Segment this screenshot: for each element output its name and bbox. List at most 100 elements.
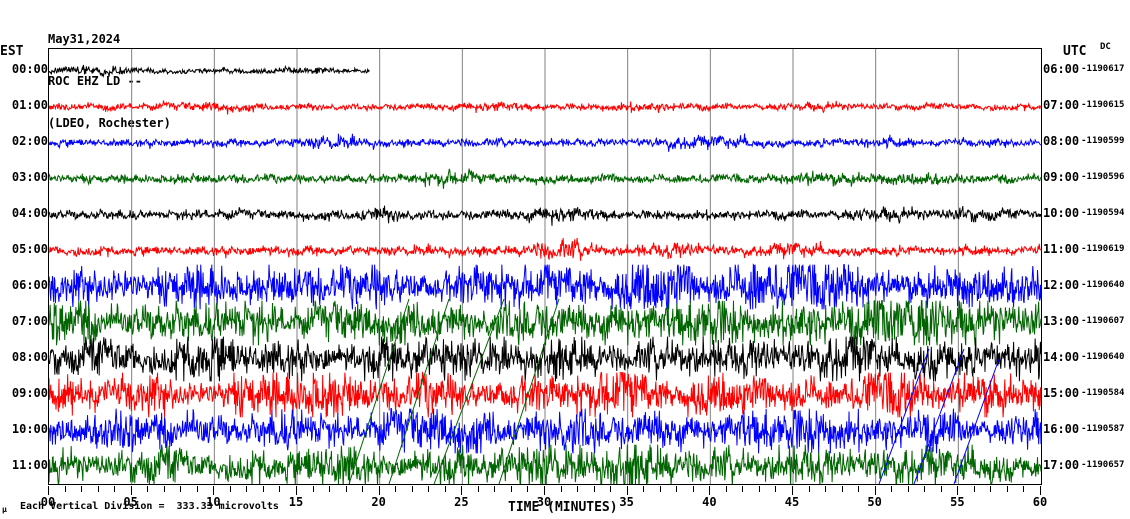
utc-time-label: 15:00 -1190584 — [1043, 386, 1125, 400]
utc-time-label: 10:00 -1190594 — [1043, 206, 1125, 220]
x-axis-tick — [345, 486, 347, 492]
dc-offset-value: -1190657 — [1081, 460, 1125, 470]
dc-offset-value: -1190619 — [1081, 244, 1125, 254]
x-axis-tick — [180, 486, 182, 492]
x-axis-tick — [973, 486, 975, 492]
dc-offset-value: -1190640 — [1081, 352, 1125, 362]
clipping-artifact-line — [498, 298, 560, 484]
x-axis-tick — [544, 486, 545, 495]
seismic-trace — [49, 99, 1041, 115]
seismogram-traces — [49, 49, 1041, 484]
left-time-axis: 00:00 01:00 02:00 03:00 04:00 05:00 06:00 07:00… — [0, 48, 48, 485]
x-axis-tick — [792, 486, 793, 495]
x-axis-tick — [329, 486, 331, 492]
x-axis-tick — [213, 486, 215, 495]
x-axis-tick-label: 50 — [867, 495, 882, 509]
x-axis-tick — [924, 486, 926, 492]
header-location: (LDEO, Rochester) — [48, 116, 171, 130]
seismic-trace — [49, 237, 1041, 261]
clipping-artifact-line — [433, 298, 505, 484]
est-time-label: 04:00 — [11, 206, 48, 220]
x-axis-tick-label: 35 — [619, 495, 634, 509]
est-time-label: 03:00 — [11, 170, 48, 184]
x-axis-tick — [461, 486, 463, 495]
x-axis-tick — [841, 486, 843, 492]
clipping-artifact-line — [878, 348, 930, 484]
utc-time-label: 14:00 -1190640 — [1043, 350, 1125, 364]
x-axis-tick-label: 00 — [40, 495, 56, 509]
seismic-trace — [49, 263, 1041, 310]
micro-symbol: µ — [2, 505, 7, 514]
x-axis-tick — [378, 486, 380, 495]
utc-time-label: 08:00 -1190599 — [1043, 134, 1125, 148]
right-time-axis: 06:00 -1190617 07:00 -1190615 08:00 -1190599 0… — [1043, 48, 1130, 485]
utc-time-label: 17:00 -1190657 — [1043, 458, 1125, 472]
x-axis-tick — [494, 486, 496, 492]
est-time-label: 00:00 — [11, 62, 48, 76]
x-axis-tick — [940, 486, 942, 492]
x-axis-tick — [444, 486, 446, 492]
seismic-trace — [49, 371, 1041, 418]
x-axis-tick — [775, 486, 777, 492]
x-axis-tick — [808, 486, 810, 492]
x-axis-tick — [957, 486, 959, 495]
x-axis-tick-label: 15 — [288, 495, 304, 509]
dc-offset-value: -1190594 — [1081, 208, 1125, 218]
x-axis-tick — [742, 486, 744, 492]
dc-offset-value: -1190640 — [1081, 280, 1125, 290]
x-axis-tick — [163, 486, 165, 492]
x-axis-tick — [312, 486, 314, 492]
header-station: ROC EHZ LD -- — [48, 74, 142, 88]
x-axis-tick — [428, 486, 430, 492]
est-time-label: 02:00 — [11, 134, 48, 148]
chart-header: May31,2024 ROC EHZ LD -- (LDEO, Rocheste… — [48, 4, 171, 144]
x-axis-tick-label: 20 — [371, 495, 386, 509]
x-axis-tick — [758, 486, 760, 492]
x-axis-tick-label: 45 — [784, 495, 800, 509]
dc-offset-value: -1190596 — [1081, 172, 1125, 182]
dc-offset-value: -1190617 — [1081, 64, 1125, 74]
x-axis-tick — [577, 486, 579, 492]
seismic-trace — [49, 205, 1041, 226]
seismic-trace — [49, 299, 1041, 346]
x-axis-tick — [593, 486, 595, 492]
seismic-trace — [49, 133, 1041, 152]
x-axis-tick-label: 30 — [536, 495, 552, 509]
utc-axis-label: UTC — [1063, 44, 1087, 59]
utc-time-label: 09:00 -1190596 — [1043, 170, 1125, 184]
dc-column-label: DC — [1100, 42, 1111, 52]
x-axis-tick — [1023, 486, 1025, 492]
x-axis-tick — [626, 486, 628, 495]
x-axis-tick — [874, 486, 876, 495]
x-axis-tick — [1040, 486, 1041, 495]
x-axis-tick — [130, 486, 132, 495]
x-axis-tick — [48, 486, 49, 495]
utc-time-label: 13:00 -1190607 — [1043, 314, 1125, 328]
dc-offset-value: -1190607 — [1081, 316, 1125, 326]
x-axis-tick — [1006, 486, 1008, 492]
utc-time-label: 16:00 -1190587 — [1043, 422, 1125, 436]
x-axis-tick — [296, 486, 297, 495]
est-time-label: 01:00 — [11, 98, 48, 112]
x-axis-tick — [990, 486, 992, 492]
x-axis-tick — [411, 486, 413, 492]
x-axis-tick — [907, 486, 909, 492]
x-axis-title: TIME (MINUTES) — [508, 500, 618, 515]
x-axis-tick-label: 25 — [454, 495, 469, 509]
seismic-trace — [49, 64, 370, 79]
x-axis-tick-label: 40 — [702, 495, 717, 509]
est-time-label: 06:00 — [11, 278, 48, 292]
seismic-trace — [49, 444, 1041, 484]
x-axis-tick — [362, 486, 364, 492]
x-axis-tick — [229, 486, 231, 492]
x-axis-tick — [560, 486, 562, 492]
utc-time-label: 11:00 -1190619 — [1043, 242, 1125, 256]
x-axis-tick — [81, 486, 83, 492]
clipping-artifact-line — [348, 298, 410, 484]
x-axis-tick-label: 10 — [206, 495, 221, 509]
header-date: May31,2024 — [48, 32, 121, 46]
x-axis-tick-label: 05 — [123, 495, 138, 509]
x-axis-tick-label: 55 — [950, 495, 965, 509]
x-axis-tick — [825, 486, 827, 492]
dc-offset-value: -1190584 — [1081, 388, 1125, 398]
